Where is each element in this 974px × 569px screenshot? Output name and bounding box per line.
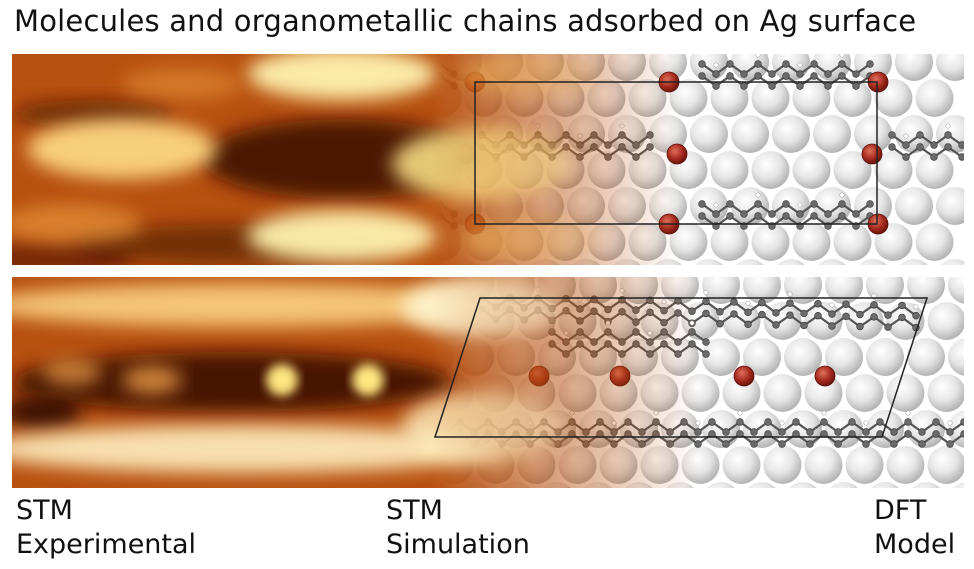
stm-intensity-blob	[392, 128, 572, 200]
stm-intensity-blob	[12, 396, 82, 428]
caption-line: Simulation	[386, 529, 530, 560]
caption-dft-model: DFT Model	[874, 494, 955, 562]
stm-intensity-blob	[247, 210, 437, 262]
stm-features	[12, 277, 562, 473]
caption-stm-experimental: STM Experimental	[16, 494, 196, 562]
panel-molecules	[12, 54, 964, 265]
stm-overlay	[12, 54, 964, 265]
stm-overlay	[12, 277, 964, 488]
stm-intensity-blob	[462, 217, 602, 261]
unit-cell-outline	[474, 81, 878, 225]
caption-stm-simulation: STM Simulation	[386, 494, 530, 562]
stm-intensity-blob	[42, 358, 102, 386]
caption-line: Model	[874, 529, 956, 560]
caption-line: DFT	[874, 495, 927, 526]
stm-intensity-blob	[12, 283, 502, 327]
stm-intensity-blob	[12, 352, 452, 412]
stm-intensity-blob	[402, 277, 562, 337]
unit-cell-outline	[433, 297, 929, 438]
stm-intensity-blob	[12, 425, 502, 473]
stm-intensity-blob	[402, 393, 562, 461]
stm-intensity-blob	[247, 54, 437, 100]
stm-intensity-blob	[27, 119, 217, 179]
molecules-image	[12, 54, 964, 265]
figure-title: Molecules and organometallic chains adso…	[14, 4, 917, 38]
stm-intensity-blob	[266, 364, 298, 396]
stm-intensity-blob	[12, 241, 132, 265]
panel-organometallic-chains	[12, 277, 964, 488]
caption-line: STM	[386, 495, 443, 526]
stm-intensity-blob	[12, 204, 142, 244]
caption-line: Experimental	[16, 529, 197, 560]
caption-line: STM	[16, 495, 73, 526]
stm-features	[12, 54, 602, 265]
chains-image	[12, 277, 964, 488]
stm-intensity-blob	[462, 54, 602, 96]
stm-intensity-blob	[122, 366, 182, 394]
stm-intensity-blob	[122, 68, 242, 100]
stm-intensity-blob	[352, 364, 384, 396]
